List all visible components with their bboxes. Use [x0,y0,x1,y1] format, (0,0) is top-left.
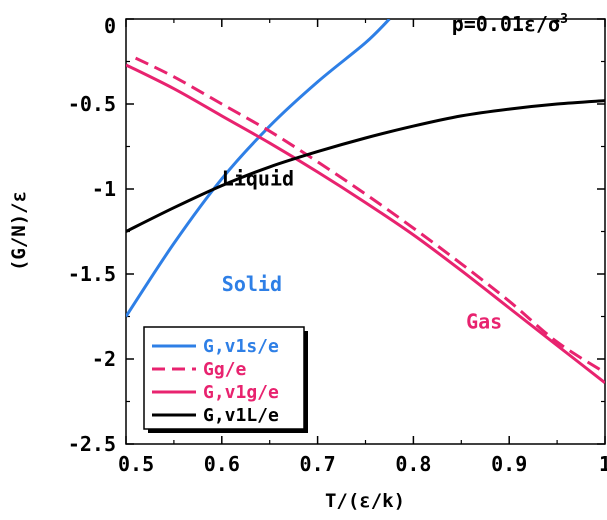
x-tick-label: 1 [599,452,607,476]
y-tick-label: -2.5 [68,432,116,456]
series-line-3 [126,99,605,233]
legend-label-1: Gg/e [203,359,247,380]
series-line-2 [126,63,605,384]
annotation-layer: p=0.01ε/σ3 Liquid Solid Gas [222,12,568,333]
x-tick-label: 0.8 [395,452,431,476]
legend-label-3: G,v1L/e [203,405,279,426]
x-tick-label: 0.7 [300,452,336,476]
series-line-1 [134,56,605,374]
x-tick-label: 0.5 [118,452,154,476]
x-tick-label: 0.6 [204,452,240,476]
y-tick-label: -1.5 [68,262,116,286]
legend-label-2: G,v1g/e [203,382,279,403]
series-layer [126,19,605,384]
x-axis-title: T/(ε/k) [325,490,405,512]
y-tick-label: -2 [92,347,116,371]
y-tick-label: 0 [104,14,116,38]
legend-box [143,326,305,430]
ticks [125,18,606,445]
x-tick-label: 0.9 [491,452,527,476]
legend-label-0: G,v1s/e [203,336,279,357]
legend-items: G,v1s/eGg/eG,v1g/eG,v1L/e [152,336,279,426]
annotation-2: Solid [222,272,282,296]
y-axis-title: (G/N)/ε [8,191,30,271]
annotation-1: Liquid [222,167,294,191]
annotation-3: Gas [466,309,502,333]
y-tick-label: -0.5 [68,92,116,116]
annotation-0: p=0.01ε/σ3 [452,12,568,36]
tick-labels: 0.5 0.6 0.7 0.8 0.9 1 0 -0.5 -1 -1.5 -2 -2.5 [68,14,607,476]
legend: G,v1s/eGg/eG,v1g/eG,v1L/e [143,326,308,433]
y-tick-label: -1 [92,177,116,201]
